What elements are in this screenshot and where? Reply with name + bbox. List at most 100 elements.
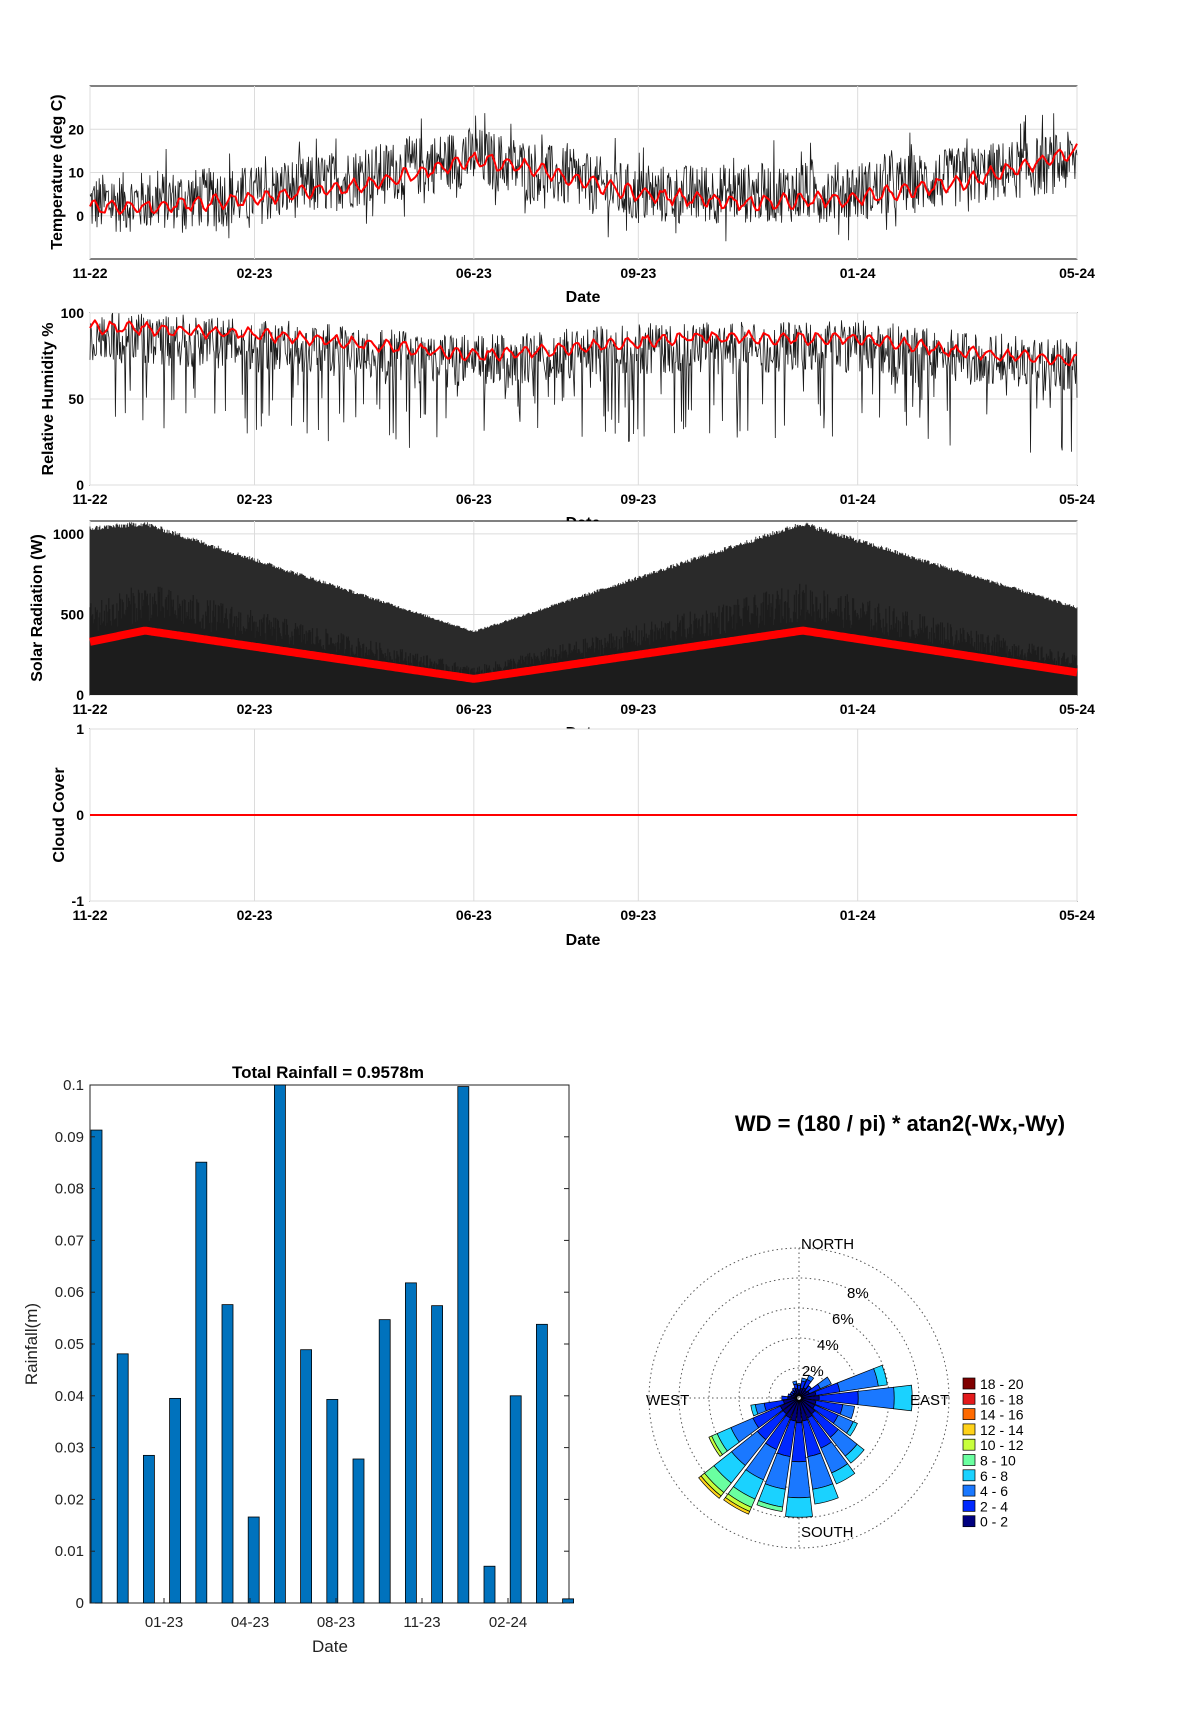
rose-petal-segment bbox=[792, 1380, 798, 1386]
x-tick-label: 05-24 bbox=[1059, 907, 1095, 923]
x-tick-label: 02-23 bbox=[237, 701, 273, 717]
cloud-y-ticks: -1 0 1 bbox=[72, 721, 85, 909]
x-tick-label: 11-22 bbox=[72, 265, 107, 281]
rose-radial-label: 2% bbox=[802, 1363, 824, 1380]
rain-x-tick-label: 08-23 bbox=[317, 1614, 355, 1631]
rose-petal-segment bbox=[806, 1374, 815, 1383]
y-tick-label: 100 bbox=[61, 305, 85, 321]
rose-petal-segment bbox=[708, 1435, 723, 1457]
windrose-west-label: WEST bbox=[646, 1392, 689, 1409]
legend-label: 12 - 14 bbox=[980, 1422, 1024, 1438]
humidity-x-ticks: 11-22 02-23 06-23 09-23 01-24 05-24 bbox=[72, 491, 1095, 507]
mean-series-line bbox=[89, 143, 1078, 215]
rain-y-tick-label: 0.04 bbox=[55, 1388, 84, 1405]
rain-x-tick-label: 11-23 bbox=[403, 1614, 440, 1631]
rose-petal-segment bbox=[812, 1483, 839, 1505]
cloud-xlabel: Date bbox=[566, 932, 601, 949]
rose-petal-segment bbox=[787, 1393, 792, 1398]
humidity-y-ticks: 0 50 100 bbox=[61, 305, 85, 493]
rain-x-tick-label: 01-23 bbox=[145, 1614, 183, 1631]
y-tick-label: 10 bbox=[68, 165, 84, 181]
rainfall-bar bbox=[300, 1349, 313, 1604]
rainfall-x-ticks: 01-23 04-23 08-23 11-23 02-24 bbox=[145, 1598, 527, 1631]
rain-y-tick-label: 0.02 bbox=[55, 1491, 84, 1508]
legend-swatch bbox=[962, 1438, 976, 1451]
rain-y-tick-label: 0 bbox=[76, 1595, 84, 1612]
x-tick-label: 11-22 bbox=[72, 701, 107, 717]
y-tick-label: 0 bbox=[76, 208, 84, 224]
solar-x-ticks: 11-22 02-23 06-23 09-23 01-24 05-24 bbox=[72, 701, 1095, 717]
rainfall-bar bbox=[378, 1319, 391, 1604]
legend-label: 0 - 2 bbox=[980, 1514, 1008, 1530]
x-tick-label: 09-23 bbox=[620, 701, 656, 717]
windrose-radial-labels: 2% 4% 6% 8% bbox=[802, 1285, 869, 1380]
legend-swatch bbox=[962, 1377, 976, 1390]
rainfall-bar bbox=[326, 1399, 339, 1604]
rose-petal-segment bbox=[698, 1475, 722, 1499]
legend-label: 2 - 4 bbox=[980, 1498, 1008, 1514]
rose-petal-segment bbox=[791, 1387, 797, 1392]
rainfall-bar bbox=[536, 1323, 548, 1604]
rain-y-tick-label: 0.07 bbox=[55, 1232, 84, 1249]
y-tick-label: 1 bbox=[76, 721, 84, 737]
windrose-panel: WD = (180 / pi) * atan2(-Wx,-Wy) 2% 4% 6% 8… bbox=[646, 1111, 1065, 1549]
x-tick-label: 09-23 bbox=[620, 907, 656, 923]
legend-swatch bbox=[962, 1500, 976, 1512]
rainfall-bar bbox=[404, 1282, 417, 1604]
rainfall-bar bbox=[247, 1516, 260, 1604]
x-tick-label: 05-24 bbox=[1059, 491, 1095, 507]
rainfall-bar bbox=[457, 1086, 470, 1604]
rainfall-y-ticks: 0 0.01 0.02 0.03 0.04 0.05 0.06 0.07 0.08 0.09 0.1 bbox=[55, 1077, 569, 1612]
rose-petal-segment bbox=[836, 1368, 879, 1393]
rose-petal-segment bbox=[756, 1500, 784, 1512]
rainfall-bar bbox=[352, 1458, 365, 1604]
y-tick-label: 1000 bbox=[53, 526, 84, 542]
mean-series-line bbox=[88, 626, 1079, 683]
temperature-ylabel: Temperature (deg C) bbox=[49, 94, 66, 249]
legend-swatch bbox=[962, 1515, 976, 1528]
windrose-formula: WD = (180 / pi) * atan2(-Wx,-Wy) bbox=[735, 1111, 1065, 1136]
x-tick-label: 02-23 bbox=[237, 265, 273, 281]
rose-petal-segment bbox=[817, 1376, 832, 1390]
x-tick-label: 11-22 bbox=[72, 491, 107, 507]
rainfall-xlabel: Date bbox=[312, 1637, 348, 1656]
rainfall-title: Total Rainfall = 0.9578m bbox=[232, 1063, 424, 1082]
x-tick-label: 06-23 bbox=[456, 701, 492, 717]
x-tick-label: 01-24 bbox=[840, 907, 876, 923]
windrose-east-label: EAST bbox=[910, 1392, 949, 1409]
temperature-marks bbox=[89, 113, 1078, 242]
rose-petal-segment bbox=[787, 1460, 811, 1499]
temperature-y-ticks: 0 10 20 bbox=[68, 121, 84, 224]
legend-label: 16 - 18 bbox=[980, 1391, 1024, 1407]
x-tick-label: 06-23 bbox=[456, 907, 492, 923]
rose-petal-segment bbox=[831, 1463, 856, 1485]
mean-series-line bbox=[89, 319, 1078, 367]
solar-body bbox=[89, 583, 1078, 695]
rain-x-tick-label: 02-24 bbox=[489, 1614, 527, 1631]
legend-swatch bbox=[962, 1469, 976, 1482]
rose-petal-segment bbox=[796, 1383, 802, 1386]
temperature-x-ticks: 11-22 02-23 06-23 09-23 01-24 05-24 bbox=[72, 265, 1095, 281]
y-tick-label: 0 bbox=[76, 807, 84, 823]
rainfall-panel: Total Rainfall = 0.9578m 0 0.01 0.02 0.03 0.… bbox=[22, 1063, 574, 1656]
rain-y-tick-label: 0.09 bbox=[55, 1129, 84, 1146]
rainfall-ylabel: Rainfall(m) bbox=[22, 1303, 41, 1385]
x-tick-label: 05-24 bbox=[1059, 265, 1095, 281]
rose-petal-segment bbox=[785, 1496, 813, 1518]
legend-swatch bbox=[962, 1454, 976, 1466]
legend-swatch bbox=[962, 1423, 976, 1436]
rainfall-bars bbox=[90, 1084, 574, 1604]
x-tick-label: 11-22 bbox=[72, 907, 107, 923]
rose-petal-segment bbox=[857, 1386, 895, 1410]
x-tick-label: 06-23 bbox=[456, 265, 492, 281]
raw-series-line bbox=[89, 113, 1078, 242]
windrose-south-label: SOUTH bbox=[801, 1524, 854, 1541]
legend-label: 6 - 8 bbox=[980, 1468, 1008, 1484]
humidity-ylabel: Relative Humidity % bbox=[40, 323, 57, 476]
rose-petal-segment bbox=[781, 1395, 789, 1401]
y-tick-label: 20 bbox=[68, 121, 84, 137]
rainfall-bar bbox=[195, 1161, 208, 1604]
rose-petal-segment bbox=[839, 1404, 856, 1420]
legend-label: 18 - 20 bbox=[980, 1376, 1024, 1392]
